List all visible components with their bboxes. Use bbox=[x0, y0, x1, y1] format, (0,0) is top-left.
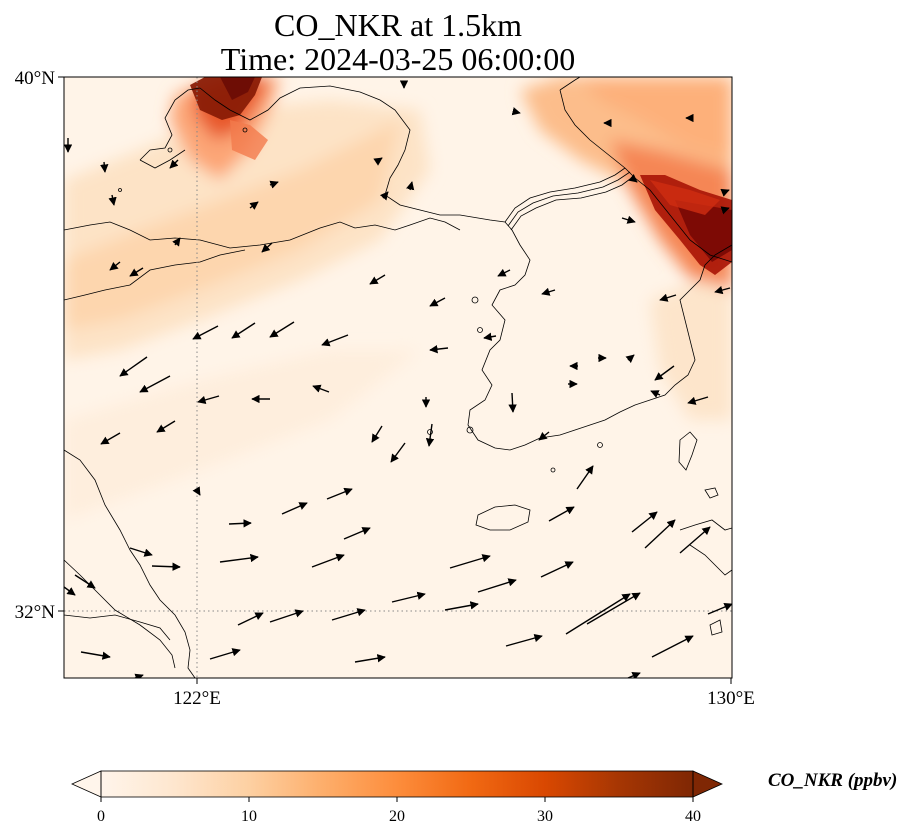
wind-arrow bbox=[425, 423, 435, 447]
wind-arrow bbox=[151, 562, 181, 571]
colorbar-extend-low bbox=[71, 770, 102, 798]
wind-arrow bbox=[391, 591, 426, 603]
wind-arrow bbox=[74, 574, 96, 589]
wind-arrow bbox=[644, 519, 676, 549]
wind-arrow bbox=[631, 511, 658, 533]
wind-arrow bbox=[720, 206, 730, 215]
wind-arrow bbox=[100, 432, 121, 445]
map-title-line2: Time: 2024-03-25 06:00:00 bbox=[220, 41, 576, 77]
wind-arrow bbox=[312, 384, 330, 393]
colorbar: 0 10 20 30 40 bbox=[71, 770, 723, 825]
wind-arrow bbox=[281, 502, 308, 515]
wind-arrow bbox=[326, 487, 353, 500]
wind-arrow bbox=[192, 486, 201, 496]
wind-arrow bbox=[249, 201, 259, 210]
wind-arrow bbox=[540, 561, 574, 578]
wind-arrow bbox=[429, 344, 449, 354]
wind-arrow bbox=[548, 506, 575, 522]
co-concentration-field bbox=[64, 77, 732, 678]
wind-arrow bbox=[651, 635, 694, 658]
wind-arrow bbox=[650, 390, 661, 398]
wind-arrow bbox=[714, 285, 731, 295]
wind-arrow bbox=[707, 603, 732, 615]
wind-arrow bbox=[429, 297, 446, 307]
wind-arrow bbox=[511, 107, 521, 116]
wind-arrow bbox=[269, 609, 304, 623]
lat-label-32: 32°N bbox=[15, 602, 56, 623]
wind-vectors bbox=[64, 80, 732, 678]
colorbar-label: CO_NKR (ppbv) bbox=[768, 770, 898, 791]
wind-arrow bbox=[371, 425, 383, 443]
wind-arrow bbox=[261, 242, 273, 253]
wind-arrow bbox=[576, 465, 594, 490]
colorbar-tick-10: 10 bbox=[241, 808, 257, 825]
wind-arrow bbox=[237, 612, 264, 626]
wind-arrow bbox=[331, 608, 366, 621]
wind-arrow bbox=[406, 181, 415, 191]
wind-arrow bbox=[621, 215, 636, 224]
wind-arrow bbox=[172, 237, 181, 247]
wind-arrow bbox=[343, 527, 371, 540]
wind-arrow bbox=[129, 267, 144, 277]
wind-arrow bbox=[541, 287, 556, 296]
wind-arrow bbox=[321, 334, 349, 347]
lon-label-130: 130°E bbox=[707, 688, 755, 709]
wind-arrow bbox=[108, 194, 117, 206]
wind-arrow bbox=[390, 442, 406, 463]
wind-arrow bbox=[139, 375, 171, 393]
wind-arrow bbox=[369, 274, 386, 285]
wind-arrow bbox=[311, 553, 345, 568]
wind-arrow bbox=[209, 648, 241, 660]
wind-arrow bbox=[379, 191, 389, 201]
wind-arrow bbox=[659, 293, 677, 302]
wind-arrow bbox=[156, 420, 176, 433]
wind-arrow bbox=[586, 592, 641, 625]
wind-arrow bbox=[497, 268, 511, 277]
wind-arrow bbox=[444, 601, 479, 611]
colorbar-extend-high bbox=[692, 770, 723, 798]
wind-arrow bbox=[373, 157, 383, 166]
wind-arrow bbox=[64, 586, 76, 596]
wind-arrow bbox=[197, 395, 220, 404]
colorbar-tick-20: 20 bbox=[389, 808, 405, 825]
coastlines bbox=[64, 77, 732, 678]
map-frame bbox=[63, 76, 733, 679]
lon-label-122: 122°E bbox=[173, 688, 221, 709]
wind-arrow bbox=[219, 553, 259, 563]
wind-arrow bbox=[129, 547, 153, 557]
wind-arrow bbox=[477, 578, 517, 593]
wind-arrow bbox=[508, 392, 517, 413]
wind-arrow bbox=[449, 554, 491, 569]
wind-arrow bbox=[565, 593, 631, 635]
wind-arrow bbox=[625, 354, 635, 364]
wind-arrow bbox=[483, 332, 497, 341]
colorbar-tick-30: 30 bbox=[537, 808, 553, 825]
wind-arrow bbox=[654, 365, 675, 381]
wind-arrow bbox=[228, 519, 252, 528]
map-gridlines bbox=[64, 77, 732, 678]
wind-arrow bbox=[269, 321, 295, 338]
axis-ticks bbox=[58, 76, 732, 684]
wind-arrow bbox=[628, 173, 638, 183]
colorbar-tick-40: 40 bbox=[685, 808, 701, 825]
wind-arrow bbox=[80, 651, 111, 660]
wind-arrow bbox=[169, 159, 179, 169]
wind-arrow bbox=[192, 325, 219, 340]
map-title-line1: CO_NKR at 1.5km bbox=[274, 7, 522, 43]
wind-arrow bbox=[100, 161, 109, 173]
wind-arrow bbox=[720, 188, 730, 197]
wind-arrow bbox=[231, 322, 256, 339]
colorbar-tick-0: 0 bbox=[97, 808, 105, 825]
lat-label-40: 40°N bbox=[15, 68, 56, 89]
wind-arrow bbox=[627, 672, 641, 678]
wind-arrow bbox=[269, 180, 279, 189]
wind-arrow bbox=[538, 431, 550, 441]
wind-arrow bbox=[119, 356, 148, 377]
wind-arrow bbox=[505, 633, 543, 647]
wind-arrow bbox=[679, 526, 711, 554]
wind-arrow bbox=[354, 654, 386, 663]
wind-arrow bbox=[687, 396, 709, 405]
wind-arrow bbox=[109, 261, 121, 271]
